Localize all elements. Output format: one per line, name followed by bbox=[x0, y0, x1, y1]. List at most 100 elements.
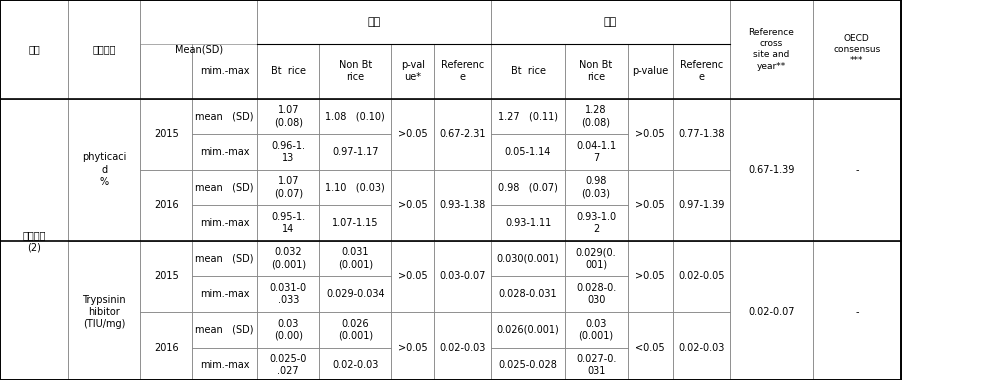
Text: 0.026
(0.001): 0.026 (0.001) bbox=[337, 318, 373, 341]
Bar bbox=[257, 170, 319, 206]
Bar bbox=[565, 312, 628, 347]
Text: 0.03
(0.001): 0.03 (0.001) bbox=[579, 318, 614, 341]
Bar bbox=[257, 347, 319, 380]
Text: Non Bt
rice: Non Bt rice bbox=[580, 60, 613, 82]
Text: >0.05: >0.05 bbox=[398, 271, 427, 282]
Bar bbox=[673, 312, 730, 380]
Text: 0.025-0.028: 0.025-0.028 bbox=[498, 360, 558, 370]
Bar bbox=[319, 312, 391, 347]
Bar bbox=[0, 0, 68, 99]
Text: mean   (SD): mean (SD) bbox=[195, 112, 254, 122]
Bar bbox=[434, 241, 491, 312]
Text: >0.05: >0.05 bbox=[398, 200, 427, 211]
Bar bbox=[491, 277, 565, 312]
Bar bbox=[730, 0, 813, 99]
Bar bbox=[491, 135, 565, 170]
Text: mean   (SD): mean (SD) bbox=[195, 183, 254, 193]
Text: 1.07
(0.08): 1.07 (0.08) bbox=[274, 105, 302, 128]
Text: 0.028-0.
030: 0.028-0. 030 bbox=[576, 283, 617, 306]
Bar bbox=[319, 241, 391, 277]
Text: 0.025-0
.027: 0.025-0 .027 bbox=[269, 354, 307, 377]
Text: 0.03
(0.00): 0.03 (0.00) bbox=[274, 318, 302, 341]
Text: OECD
consensus
***: OECD consensus *** bbox=[833, 34, 881, 65]
Bar bbox=[673, 44, 730, 99]
Bar bbox=[257, 99, 319, 135]
Text: 전주: 전주 bbox=[604, 17, 618, 27]
Text: 0.027-0.
031: 0.027-0. 031 bbox=[576, 354, 617, 377]
Text: 0.026(0.001): 0.026(0.001) bbox=[496, 325, 560, 335]
Text: >0.05: >0.05 bbox=[636, 129, 665, 139]
Bar bbox=[673, 99, 730, 170]
Bar bbox=[257, 241, 319, 277]
Bar bbox=[673, 170, 730, 241]
Bar bbox=[257, 44, 319, 99]
Text: mim.-max: mim.-max bbox=[200, 66, 249, 76]
Bar bbox=[434, 312, 491, 380]
Text: 0.02-0.03: 0.02-0.03 bbox=[332, 360, 378, 370]
Bar bbox=[319, 99, 391, 135]
Bar bbox=[192, 241, 257, 277]
Text: 1.08   (0.10): 1.08 (0.10) bbox=[325, 112, 385, 122]
Bar bbox=[434, 44, 491, 99]
Text: p-val
ue*: p-val ue* bbox=[401, 60, 424, 82]
Bar bbox=[673, 241, 730, 312]
Bar bbox=[140, 0, 257, 99]
Text: Trypsinin
hibitor
(TIU/mg): Trypsinin hibitor (TIU/mg) bbox=[82, 294, 126, 329]
Bar bbox=[628, 99, 673, 170]
Bar bbox=[391, 170, 434, 241]
Bar bbox=[140, 241, 192, 312]
Bar bbox=[0, 99, 68, 380]
Bar bbox=[319, 135, 391, 170]
Text: 0.032
(0.001): 0.032 (0.001) bbox=[270, 247, 306, 270]
Text: 0.029(0.
001): 0.029(0. 001) bbox=[576, 247, 617, 270]
Bar bbox=[257, 277, 319, 312]
Text: mim.-max: mim.-max bbox=[200, 218, 249, 228]
Text: 0.031
(0.001): 0.031 (0.001) bbox=[337, 247, 373, 270]
Bar bbox=[491, 99, 565, 135]
Text: 0.93-1.38: 0.93-1.38 bbox=[439, 200, 486, 211]
Bar bbox=[257, 135, 319, 170]
Bar bbox=[813, 241, 901, 380]
Text: phyticaci
d
%: phyticaci d % bbox=[82, 152, 126, 187]
Text: 항목: 항목 bbox=[28, 44, 40, 54]
Text: 2015: 2015 bbox=[154, 129, 178, 139]
Text: <0.05: <0.05 bbox=[636, 342, 665, 353]
Text: 0.96-1.
13: 0.96-1. 13 bbox=[271, 141, 305, 163]
Bar bbox=[565, 347, 628, 380]
Text: 0.04-1.1
7: 0.04-1.1 7 bbox=[576, 141, 617, 163]
Bar bbox=[192, 135, 257, 170]
Text: mim.-max: mim.-max bbox=[200, 360, 249, 370]
Bar bbox=[319, 347, 391, 380]
Text: >0.05: >0.05 bbox=[398, 342, 427, 353]
Text: 0.05-1.14: 0.05-1.14 bbox=[505, 147, 552, 157]
Text: 항영양소
(2): 항영양소 (2) bbox=[22, 230, 46, 252]
Bar bbox=[391, 44, 434, 99]
Text: 0.97-1.39: 0.97-1.39 bbox=[678, 200, 725, 211]
Bar bbox=[68, 0, 140, 99]
Bar bbox=[192, 347, 257, 380]
Bar bbox=[491, 170, 565, 206]
Text: -: - bbox=[855, 165, 859, 175]
Text: >0.05: >0.05 bbox=[636, 271, 665, 282]
Bar bbox=[491, 347, 565, 380]
Bar bbox=[565, 205, 628, 241]
Text: 0.93-1.11: 0.93-1.11 bbox=[505, 218, 552, 228]
Text: 0.93-1.0
2: 0.93-1.0 2 bbox=[576, 212, 617, 234]
Text: 2015: 2015 bbox=[154, 271, 178, 282]
Text: Non Bt
rice: Non Bt rice bbox=[338, 60, 372, 82]
Bar bbox=[628, 241, 673, 312]
Text: 1.28
(0.08): 1.28 (0.08) bbox=[582, 105, 611, 128]
Bar bbox=[391, 312, 434, 380]
Bar bbox=[192, 312, 257, 347]
Text: 0.67-2.31: 0.67-2.31 bbox=[439, 129, 486, 139]
Bar bbox=[491, 205, 565, 241]
Bar bbox=[140, 170, 192, 241]
Bar bbox=[192, 99, 257, 135]
Bar bbox=[730, 99, 813, 241]
Bar bbox=[434, 99, 491, 170]
Bar bbox=[628, 312, 673, 380]
Bar bbox=[192, 277, 257, 312]
Bar bbox=[491, 0, 730, 44]
Bar bbox=[257, 0, 491, 44]
Text: mean   (SD): mean (SD) bbox=[195, 254, 254, 264]
